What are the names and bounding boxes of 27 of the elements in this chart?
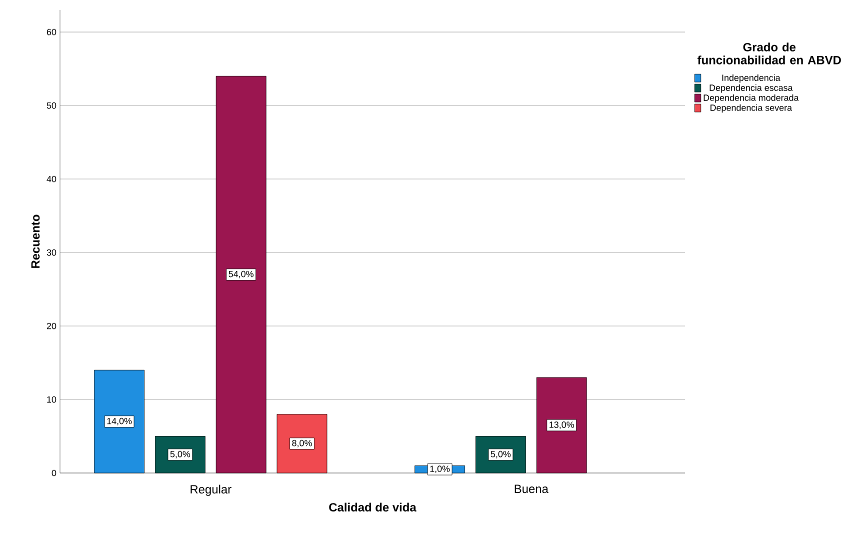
y-tick-label: 20 bbox=[46, 322, 56, 330]
x-axis-title: Calidad de vida bbox=[329, 502, 416, 512]
x-tick-label: Regular bbox=[190, 484, 232, 496]
bar bbox=[276, 414, 328, 474]
bar bbox=[216, 76, 266, 474]
data-label: 5,0% bbox=[170, 450, 190, 458]
y-axis-title: Recuento bbox=[31, 214, 40, 268]
y-tick-label: 40 bbox=[46, 176, 56, 182]
legend-label: Independencia bbox=[722, 74, 780, 83]
y-tick-label: 30 bbox=[46, 249, 56, 256]
data-label: 5,0% bbox=[490, 450, 511, 458]
legend-label: Dependencia moderada bbox=[704, 94, 799, 103]
data-label: 13,0% bbox=[550, 422, 574, 429]
data-label: 14,0% bbox=[107, 418, 132, 426]
bar bbox=[94, 370, 144, 474]
data-label: 8,0% bbox=[292, 440, 312, 448]
y-tick-label: 10 bbox=[47, 396, 56, 403]
legend-title: Grado de funcionabilidad en ABVD bbox=[698, 42, 841, 64]
data-label: 1,0% bbox=[430, 466, 450, 474]
y-tick-label: 50 bbox=[46, 102, 56, 109]
legend-label: Dependencia escasa bbox=[710, 84, 793, 93]
y-tick-label: 60 bbox=[46, 28, 56, 36]
data-label: 54,0% bbox=[228, 270, 254, 278]
y-tick-label: 0 bbox=[52, 470, 56, 476]
x-tick-label: Buena bbox=[514, 484, 548, 494]
legend-label: Dependencia severa bbox=[710, 104, 792, 113]
bar bbox=[536, 377, 587, 474]
